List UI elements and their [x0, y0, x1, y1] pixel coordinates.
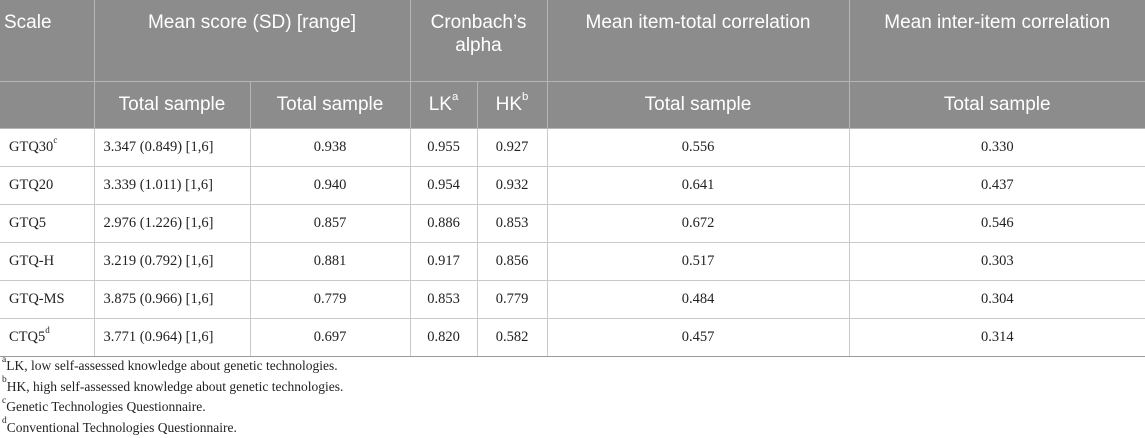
cell-hk-alpha: 0.856	[477, 243, 547, 281]
cell-scale: GTQ-H	[0, 243, 94, 281]
table-body: GTQ30c 3.347 (0.849) [1,6] 0.938 0.955 0…	[0, 129, 1145, 357]
cell-total-alpha: 0.779	[250, 281, 410, 319]
header-mean-score: Mean score (SD) [range]	[94, 0, 410, 82]
cell-total-alpha: 0.940	[250, 167, 410, 205]
cell-inter-item: 0.437	[849, 167, 1145, 205]
cell-scale: GTQ20	[0, 167, 94, 205]
cell-inter-item: 0.330	[849, 129, 1145, 167]
subheader-hk-sup: b	[522, 91, 528, 103]
footnote-text: LK, low self-assessed knowledge about ge…	[6, 358, 337, 373]
cell-mean-score: 3.875 (0.966) [1,6]	[94, 281, 250, 319]
scale-sup: d	[45, 325, 50, 335]
subheader-hk: HKb	[477, 82, 547, 129]
cell-lk-alpha: 0.954	[410, 167, 477, 205]
header-empty-cell	[0, 82, 94, 129]
subheader-item-total-sample: Total sample	[547, 82, 849, 129]
cell-lk-alpha: 0.820	[410, 319, 477, 357]
cell-item-total: 0.484	[547, 281, 849, 319]
cell-hk-alpha: 0.927	[477, 129, 547, 167]
cell-scale: GTQ-MS	[0, 281, 94, 319]
table-row: CTQ5d 3.771 (0.964) [1,6] 0.697 0.820 0.…	[0, 319, 1145, 357]
cell-total-alpha: 0.938	[250, 129, 410, 167]
cell-item-total: 0.641	[547, 167, 849, 205]
cell-total-alpha: 0.857	[250, 205, 410, 243]
scale-label: GTQ-H	[9, 253, 54, 269]
cell-lk-alpha: 0.955	[410, 129, 477, 167]
scale-label: GTQ20	[9, 177, 53, 193]
table-row: GTQ-H 3.219 (0.792) [1,6] 0.881 0.917 0.…	[0, 243, 1145, 281]
table-row: GTQ-MS 3.875 (0.966) [1,6] 0.779 0.853 0…	[0, 281, 1145, 319]
subheader-lk: LKa	[410, 82, 477, 129]
footnote-text: HK, high self-assessed knowledge about g…	[7, 379, 344, 394]
cell-scale: CTQ5d	[0, 319, 94, 357]
subheader-cronbach-total-sample: Total sample	[250, 82, 410, 129]
table-row: GTQ5 2.976 (1.226) [1,6] 0.857 0.886 0.8…	[0, 205, 1145, 243]
scale-label: GTQ-MS	[9, 291, 65, 307]
subheader-lk-sup: a	[452, 91, 458, 103]
scale-label: GTQ30	[9, 139, 53, 155]
cell-total-alpha: 0.881	[250, 243, 410, 281]
cell-lk-alpha: 0.886	[410, 205, 477, 243]
cell-hk-alpha: 0.779	[477, 281, 547, 319]
table-footnotes: aLK, low self-assessed knowledge about g…	[2, 356, 343, 438]
cell-item-total: 0.457	[547, 319, 849, 357]
footnote-text: Conventional Technologies Questionnaire.	[7, 420, 237, 435]
cell-item-total: 0.517	[547, 243, 849, 281]
scale-label: GTQ5	[9, 215, 46, 231]
header-row-2: Total sample Total sample LKa HKb Total …	[0, 82, 1145, 129]
footnote: aLK, low self-assessed knowledge about g…	[2, 356, 343, 377]
table-header: Scale Mean score (SD) [range] Cronbach’s…	[0, 0, 1145, 129]
cell-inter-item: 0.304	[849, 281, 1145, 319]
footnote: dConventional Technologies Questionnaire…	[2, 418, 343, 438]
footnote-mark: c	[2, 396, 6, 406]
scale-sup: c	[53, 135, 57, 145]
cell-scale: GTQ5	[0, 205, 94, 243]
footnote-text: Genetic Technologies Questionnaire.	[6, 399, 205, 414]
subheader-hk-label: HK	[496, 94, 522, 115]
scale-label: CTQ5	[9, 329, 45, 345]
footnote-mark: b	[2, 375, 7, 385]
footnote: bHK, high self-assessed knowledge about …	[2, 377, 343, 398]
subheader-lk-label: LK	[429, 94, 452, 115]
header-row-1: Scale Mean score (SD) [range] Cronbach’s…	[0, 0, 1145, 82]
header-inter-item-correlation: Mean inter-item correlation	[849, 0, 1145, 82]
header-cronbach-alpha: Cronbach’s alpha	[410, 0, 547, 82]
cell-item-total: 0.672	[547, 205, 849, 243]
header-scale: Scale	[0, 0, 94, 82]
subheader-mean-total-sample: Total sample	[94, 82, 250, 129]
header-item-total-correlation: Mean item-total correlation	[547, 0, 849, 82]
cell-inter-item: 0.314	[849, 319, 1145, 357]
cell-inter-item: 0.546	[849, 205, 1145, 243]
cell-mean-score: 2.976 (1.226) [1,6]	[94, 205, 250, 243]
cell-lk-alpha: 0.917	[410, 243, 477, 281]
table-row: GTQ30c 3.347 (0.849) [1,6] 0.938 0.955 0…	[0, 129, 1145, 167]
cell-hk-alpha: 0.932	[477, 167, 547, 205]
cell-mean-score: 3.219 (0.792) [1,6]	[94, 243, 250, 281]
cell-mean-score: 3.771 (0.964) [1,6]	[94, 319, 250, 357]
cell-lk-alpha: 0.853	[410, 281, 477, 319]
cell-total-alpha: 0.697	[250, 319, 410, 357]
cell-mean-score: 3.339 (1.011) [1,6]	[94, 167, 250, 205]
footnote-mark: d	[2, 416, 7, 426]
footnote: cGenetic Technologies Questionnaire.	[2, 397, 343, 418]
cell-hk-alpha: 0.582	[477, 319, 547, 357]
table-row: GTQ20 3.339 (1.011) [1,6] 0.940 0.954 0.…	[0, 167, 1145, 205]
cell-hk-alpha: 0.853	[477, 205, 547, 243]
cell-scale: GTQ30c	[0, 129, 94, 167]
footnote-mark: a	[2, 355, 6, 365]
cell-inter-item: 0.303	[849, 243, 1145, 281]
cell-item-total: 0.556	[547, 129, 849, 167]
data-table: Scale Mean score (SD) [range] Cronbach’s…	[0, 0, 1145, 357]
cell-mean-score: 3.347 (0.849) [1,6]	[94, 129, 250, 167]
subheader-inter-item-sample: Total sample	[849, 82, 1145, 129]
